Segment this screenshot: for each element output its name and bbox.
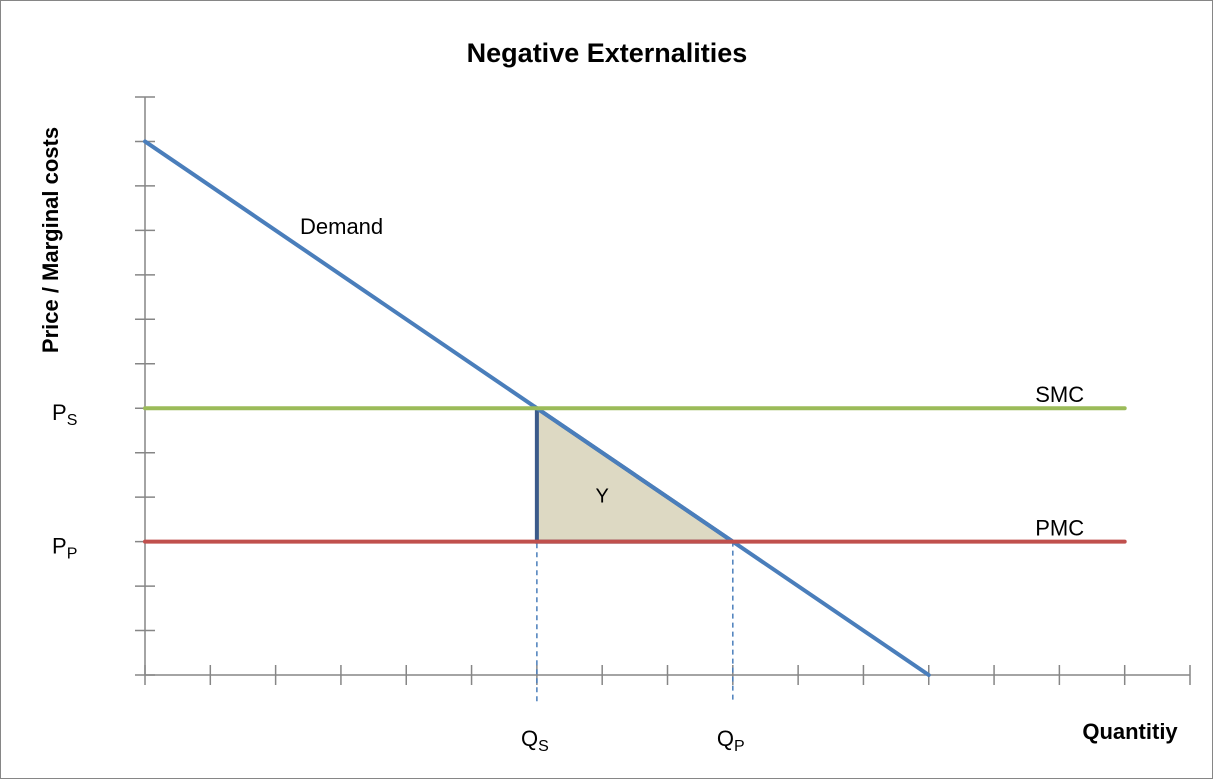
price-label: PS	[52, 400, 77, 429]
quantity-label: QP	[717, 726, 745, 755]
y-axis-label: Price / Marginal costs	[38, 127, 63, 353]
quantity-label-text: Q	[521, 726, 538, 751]
quantity-label: QS	[521, 726, 549, 755]
series-label: PMC	[1035, 515, 1084, 540]
area-label: Y	[596, 485, 609, 507]
series-label: SMC	[1035, 382, 1084, 407]
price-label-subscript: P	[67, 546, 78, 563]
price-label-subscript: S	[67, 412, 78, 429]
chart-title: Negative Externalities	[467, 38, 748, 68]
price-label-text: P	[52, 533, 67, 558]
price-label: PP	[52, 533, 77, 562]
quantity-label-text: Q	[717, 726, 734, 751]
price-label-text: P	[52, 400, 67, 425]
quantity-label-subscript: P	[734, 738, 745, 755]
x-axis-label: Quantitiy	[1082, 719, 1178, 744]
series-label: Demand	[300, 214, 383, 239]
quantity-label-subscript: S	[538, 738, 549, 755]
